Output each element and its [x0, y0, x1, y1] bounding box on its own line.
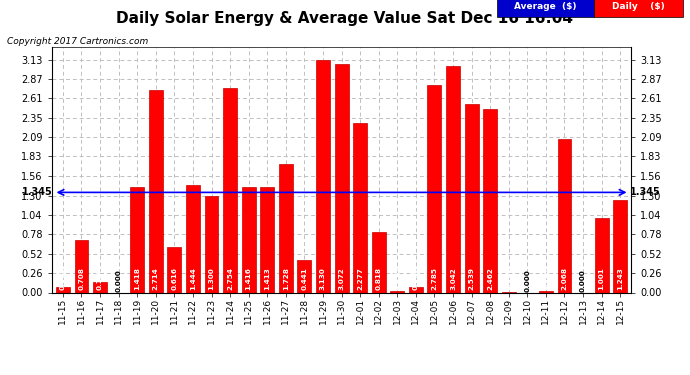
Text: 2.068: 2.068	[562, 267, 567, 290]
Text: 0.818: 0.818	[375, 267, 382, 290]
Bar	[446, 66, 460, 292]
Text: Daily Solar Energy & Average Value Sat Dec 16 16:04: Daily Solar Energy & Average Value Sat D…	[117, 11, 573, 26]
Text: 3.130: 3.130	[320, 267, 326, 290]
Text: 0.019: 0.019	[394, 267, 400, 290]
Text: 0.441: 0.441	[302, 267, 308, 290]
Text: 0.068: 0.068	[60, 267, 66, 290]
Text: 2.785: 2.785	[431, 267, 437, 290]
Text: 1.001: 1.001	[599, 267, 604, 290]
Bar	[464, 104, 479, 292]
Text: 1.416: 1.416	[246, 267, 252, 290]
Text: Copyright 2017 Cartronics.com: Copyright 2017 Cartronics.com	[7, 38, 148, 46]
Text: 0.000: 0.000	[116, 269, 121, 292]
Bar	[372, 232, 386, 292]
Bar	[558, 139, 571, 292]
Text: 1.300: 1.300	[208, 267, 215, 290]
Text: 1.728: 1.728	[283, 267, 289, 290]
Text: 0.000: 0.000	[524, 269, 531, 292]
Text: Average  ($): Average ($)	[514, 2, 576, 11]
Text: 2.277: 2.277	[357, 267, 363, 290]
Bar	[335, 64, 348, 292]
Bar	[260, 188, 274, 292]
Text: 3.072: 3.072	[339, 267, 344, 290]
Bar	[613, 200, 627, 292]
Bar	[428, 85, 442, 292]
Bar	[595, 218, 609, 292]
Text: 0.001: 0.001	[506, 267, 512, 290]
Text: Daily    ($): Daily ($)	[612, 2, 664, 11]
Text: 0.708: 0.708	[79, 267, 84, 290]
Bar	[93, 282, 107, 292]
Bar	[130, 187, 144, 292]
Text: 3.042: 3.042	[450, 267, 456, 290]
Text: 1.345: 1.345	[631, 188, 661, 197]
Bar	[409, 287, 423, 292]
Text: 2.462: 2.462	[487, 267, 493, 290]
Bar	[56, 288, 70, 292]
Bar	[186, 185, 200, 292]
Text: 0.616: 0.616	[171, 267, 177, 290]
Text: 0.137: 0.137	[97, 267, 103, 290]
Text: 1.418: 1.418	[134, 267, 140, 290]
Bar	[297, 260, 311, 292]
Text: 1.444: 1.444	[190, 267, 196, 290]
Bar	[316, 60, 330, 292]
Text: 0.070: 0.070	[413, 267, 419, 290]
Bar	[353, 123, 367, 292]
Bar	[539, 291, 553, 292]
Bar	[149, 90, 163, 292]
Bar	[223, 87, 237, 292]
Text: 0.014: 0.014	[543, 267, 549, 290]
Bar	[483, 109, 497, 292]
Bar	[241, 187, 255, 292]
Text: 0.000: 0.000	[580, 269, 586, 292]
Bar	[75, 240, 88, 292]
Bar	[204, 196, 219, 292]
Text: 2.754: 2.754	[227, 267, 233, 290]
Text: 1.345: 1.345	[22, 188, 52, 197]
Bar	[391, 291, 404, 292]
Bar	[279, 164, 293, 292]
Text: 1.413: 1.413	[264, 267, 270, 290]
Text: 1.243: 1.243	[617, 267, 623, 290]
Text: 2.714: 2.714	[152, 267, 159, 290]
Text: 2.539: 2.539	[469, 267, 475, 290]
Bar	[168, 247, 181, 292]
